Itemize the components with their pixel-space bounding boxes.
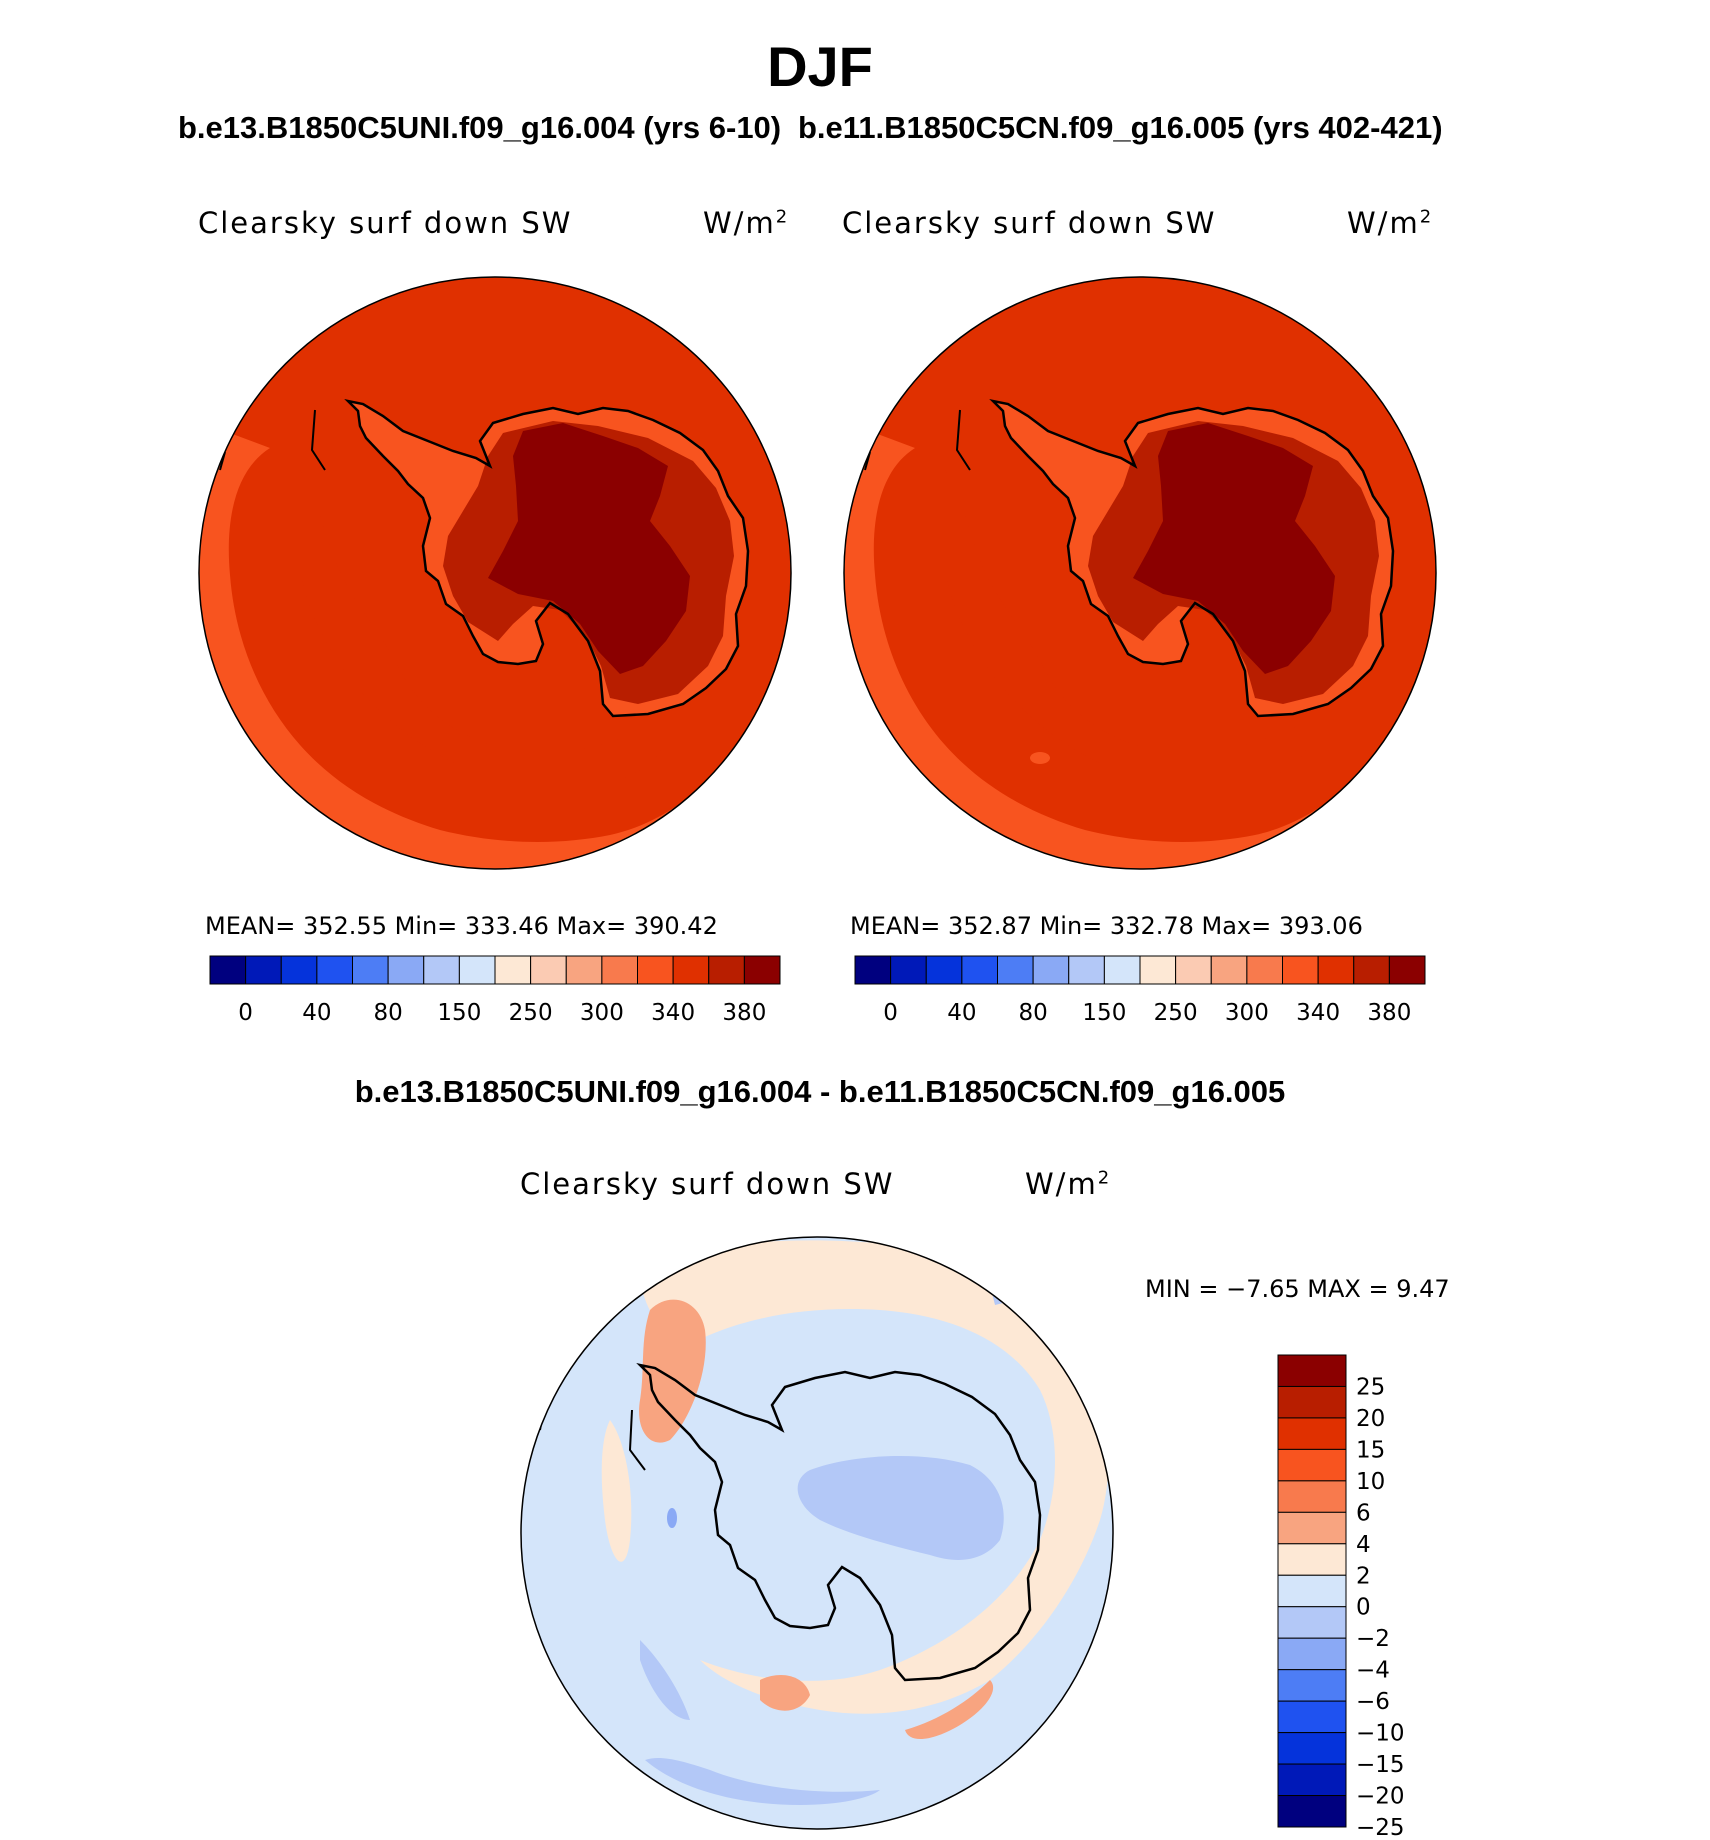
right-colorbar-swatch [997,955,1034,985]
difference-colorbar-tick-label: −6 [1356,1689,1390,1715]
difference-colorbar-tick-label: 2 [1356,1563,1371,1589]
right-colorbar-tick-label: 250 [1154,1000,1198,1026]
left-colorbar-tick-label: 0 [238,1000,253,1026]
left-colorbar-tick-label: 380 [722,1000,766,1026]
left-colorbar-tick-label: 150 [437,1000,481,1026]
left-colorbar-swatch [494,955,532,985]
right-colorbar-swatch [1139,955,1177,985]
left-colorbar-tick-label: 340 [651,1000,695,1026]
left-colorbar-tick-label: 40 [302,1000,331,1026]
difference-colorbar-swatch [1277,1385,1347,1419]
difference-title: b.e13.B1850C5UNI.f09_g16.004 - b.e11.B18… [354,1074,1286,1109]
right-colorbar-swatch [961,955,998,985]
right-colorbar-swatch [1210,955,1248,985]
difference-colorbar-tick-label: −10 [1356,1721,1405,1747]
left-colorbar-swatch [423,955,460,985]
difference-colorbar-swatch [1277,1354,1347,1387]
difference-colorbar-tick-label: −15 [1356,1752,1405,1778]
right-units-label: W/m2 [1347,206,1434,240]
left-colorbar-swatch [352,955,389,985]
left-colorbar-swatch [245,955,282,985]
difference-colorbar-tick-label: 25 [1356,1374,1385,1400]
difference-colorbar-tick-label: 10 [1356,1469,1385,1495]
left-colorbar-tick-label: 300 [580,1000,624,1026]
diff-variable-label: Clearsky surf down SW [520,1167,895,1201]
left-colorbar-swatch [601,955,638,985]
left-case-title: b.e13.B1850C5UNI.f09_g16.004 (yrs 6-10) [178,110,782,145]
left-colorbar-swatch [708,955,745,985]
difference-colorbar-swatch [1277,1795,1347,1828]
right-colorbar-tick-label: 80 [1018,1000,1047,1026]
difference-colorbar-swatch [1277,1669,1347,1702]
right-colorbar-swatch [890,955,927,985]
right-stats: MEAN= 352.87 Min= 332.78 Max= 393.06 [850,912,1363,940]
difference-colorbar-tick-label: −2 [1356,1626,1390,1652]
difference-colorbar-swatch [1277,1606,1347,1639]
left-colorbar-swatch [387,955,425,985]
difference-colorbar-tick-label: −25 [1356,1815,1405,1840]
difference-colorbar-tick-label: 0 [1356,1595,1371,1621]
difference-colorbar-tick-label: 15 [1356,1437,1385,1463]
figure-title: DJF [767,35,873,98]
diff-units-label: W/m2 [1025,1167,1112,1201]
difference-colorbar-swatch [1277,1511,1347,1545]
left-colorbar-swatch [530,955,567,985]
left-stats: MEAN= 352.55 Min= 333.46 Max= 390.42 [205,912,718,940]
difference-colorbar-swatch [1277,1574,1347,1608]
right-colorbar-tick-label: 40 [947,1000,976,1026]
right-map [843,276,1437,870]
left-colorbar-swatch [565,955,603,985]
right-colorbar-tick-label: 0 [883,1000,898,1026]
right-colorbar-tick-label: 150 [1082,1000,1126,1026]
right-colorbar-swatch [1175,955,1212,985]
difference-colorbar-swatch [1277,1417,1347,1450]
right-colorbar-swatch [1068,955,1105,985]
right-colorbar-swatch [854,955,892,985]
right-colorbar-tick-label: 300 [1225,1000,1269,1026]
left-variable-label: Clearsky surf down SW [198,206,573,240]
left-colorbar-swatch [458,955,496,985]
difference-colorbar-swatch [1277,1637,1347,1671]
difference-colorbar-swatch [1277,1763,1347,1797]
difference-colorbar-swatch [1277,1700,1347,1734]
right-colorbar-swatch [1246,955,1283,985]
right-colorbar-tick-label: 380 [1367,1000,1411,1026]
right-colorbar-swatch [1388,955,1426,985]
difference-colorbar-tick-label: 4 [1356,1532,1371,1558]
right-colorbar-swatch [1317,955,1355,985]
difference-map [520,1236,1114,1830]
right-case-title: b.e11.B1850C5CN.f09_g16.005 (yrs 402-421… [798,110,1443,145]
difference-colorbar-tick-label: −20 [1356,1784,1405,1810]
left-colorbar-tick-label: 80 [373,1000,402,1026]
left-colorbar: 0 40 80 150 250 300 340 380 [209,955,781,1026]
right-colorbar-swatch [1353,955,1390,985]
left-colorbar-swatch [743,955,781,985]
difference-colorbar-tick-label: 20 [1356,1406,1385,1432]
right-colorbar-swatch [1282,955,1319,985]
right-colorbar-swatch [1103,955,1141,985]
difference-colorbar-swatch [1277,1448,1347,1482]
difference-colorbar-tick-label: −4 [1356,1658,1390,1684]
right-colorbar: 0 40 80 150 250 300 340 380 [854,955,1426,1026]
right-colorbar-swatch [925,955,963,985]
left-colorbar-tick-label: 250 [509,1000,553,1026]
left-colorbar-swatch [672,955,710,985]
left-colorbar-swatch [316,955,353,985]
left-colorbar-swatch [209,955,247,985]
left-units-label: W/m2 [703,206,790,240]
left-map [198,276,792,870]
difference-colorbar-swatch [1277,1732,1347,1765]
right-colorbar-swatch [1032,955,1070,985]
right-colorbar-tick-label: 340 [1296,1000,1340,1026]
left-colorbar-swatch [637,955,674,985]
difference-colorbar-swatch [1277,1480,1347,1513]
right-variable-label: Clearsky surf down SW [842,206,1217,240]
left-colorbar-swatch [280,955,318,985]
difference-colorbar-tick-label: 6 [1356,1500,1371,1526]
difference-colorbar-swatch [1277,1543,1347,1576]
diff-minmax: MIN = −7.65 MAX = 9.47 [1145,1275,1450,1303]
